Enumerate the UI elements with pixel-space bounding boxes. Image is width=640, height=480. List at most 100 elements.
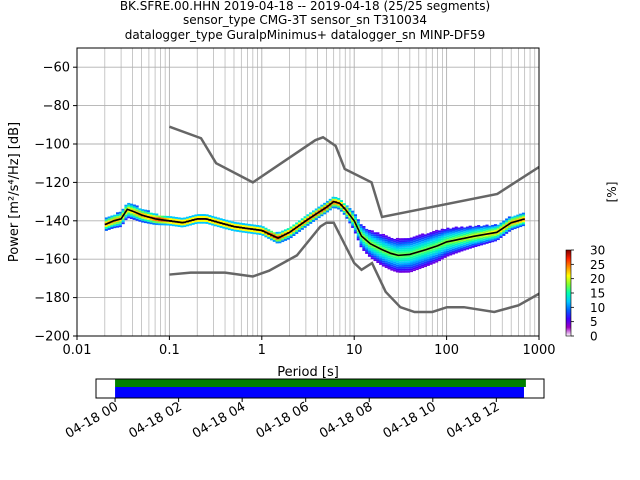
psd-cell — [398, 257, 402, 260]
psd-cell — [446, 237, 450, 240]
psd-cell — [353, 225, 358, 228]
psd-cell — [395, 243, 400, 246]
psd-cell — [255, 225, 260, 227]
psd-cell — [435, 251, 439, 253]
psd-cell — [331, 204, 335, 207]
psd-cell — [409, 270, 414, 273]
psd-cell — [454, 230, 458, 233]
psd-cell — [477, 244, 481, 247]
psd-cell — [185, 224, 190, 227]
psd-cell — [516, 222, 520, 225]
psd-cell — [401, 263, 405, 266]
psd-cell — [188, 217, 192, 220]
psd-cell — [205, 220, 209, 222]
psd-cell — [393, 240, 397, 243]
psd-cell — [387, 254, 391, 256]
psd-cell — [253, 232, 257, 235]
psd-cell — [507, 229, 511, 232]
psd-cell — [183, 225, 187, 228]
psd-cell — [510, 228, 514, 231]
psd-cell — [185, 218, 190, 221]
psd-cell — [421, 250, 425, 253]
psd-cell — [499, 232, 503, 235]
psd-cell — [502, 233, 506, 236]
psd-cell — [398, 265, 402, 268]
psd-cell — [320, 212, 324, 215]
psd-cell — [149, 214, 153, 217]
colorbar-tick-label: 30 — [590, 244, 605, 258]
noise-model-high — [168, 125, 539, 219]
psd-cell — [429, 253, 433, 256]
y-tick-label: −200 — [34, 330, 70, 345]
psd-cell — [359, 239, 363, 242]
psd-cell — [110, 215, 114, 218]
psd-cell — [365, 232, 369, 235]
psd-cell — [146, 214, 150, 216]
psd-cell — [479, 243, 483, 246]
psd-cell — [519, 217, 523, 220]
psd-cell — [493, 229, 497, 232]
psd-cell — [404, 263, 408, 266]
psd-cell — [278, 237, 282, 240]
psd-cell — [457, 250, 461, 253]
psd-cell — [395, 239, 400, 242]
psd-cell — [395, 249, 400, 252]
psd-cell — [376, 255, 380, 258]
psd-cell — [314, 218, 318, 220]
psd-cell — [183, 217, 187, 220]
psd-cell — [496, 238, 500, 241]
psd-cell — [227, 228, 232, 231]
psd-cell — [390, 257, 394, 260]
psd-cell — [409, 245, 414, 248]
psd-cell — [303, 216, 307, 219]
psd-cell — [465, 226, 470, 229]
psd-cell — [482, 229, 486, 232]
psd-cell — [474, 245, 478, 247]
psd-cell — [381, 239, 386, 242]
psd-cell — [423, 259, 428, 262]
psd-cell — [339, 209, 344, 212]
psd-cell — [426, 252, 430, 255]
psd-cell — [370, 232, 374, 235]
psd-cell — [141, 211, 145, 213]
psd-cell — [373, 243, 377, 246]
psd-cell — [292, 224, 296, 227]
psd-cell — [261, 233, 265, 236]
psd-cell — [510, 216, 514, 219]
psd-cell — [116, 219, 120, 222]
psd-cell — [300, 224, 304, 226]
psd-cell — [499, 224, 503, 227]
psd-cell — [155, 213, 159, 216]
psd-cell — [339, 205, 344, 208]
psd-cell — [412, 249, 416, 252]
psd-cell — [479, 231, 483, 234]
psd-cell — [468, 241, 472, 243]
psd-cell — [446, 250, 450, 253]
psd-cell — [474, 239, 478, 242]
psd-cell — [446, 246, 450, 249]
psd-cell — [432, 240, 436, 243]
psd-cell — [407, 263, 411, 265]
psd-cell — [401, 240, 405, 243]
psd-cell — [435, 239, 439, 242]
psd-cell — [367, 233, 372, 236]
psd-cell — [479, 237, 483, 240]
psd-cell — [334, 202, 338, 205]
psd-cell — [127, 202, 131, 205]
psd-cell — [213, 218, 218, 221]
psd-cell — [278, 241, 282, 244]
psd-cell — [314, 216, 318, 219]
psd-cell — [423, 238, 428, 241]
psd-cell — [488, 237, 492, 240]
psd-cell — [395, 270, 400, 273]
psd-cell — [163, 215, 167, 218]
colorbar-tick-label: 5 — [590, 315, 598, 329]
psd-cell — [440, 253, 444, 256]
psd-cell — [130, 213, 134, 216]
psd-cell — [295, 230, 299, 233]
psd-cell — [121, 220, 125, 223]
psd-cell — [272, 239, 276, 242]
psd-cell — [404, 245, 408, 248]
psd-cell — [370, 251, 374, 254]
psd-cell — [499, 236, 503, 238]
